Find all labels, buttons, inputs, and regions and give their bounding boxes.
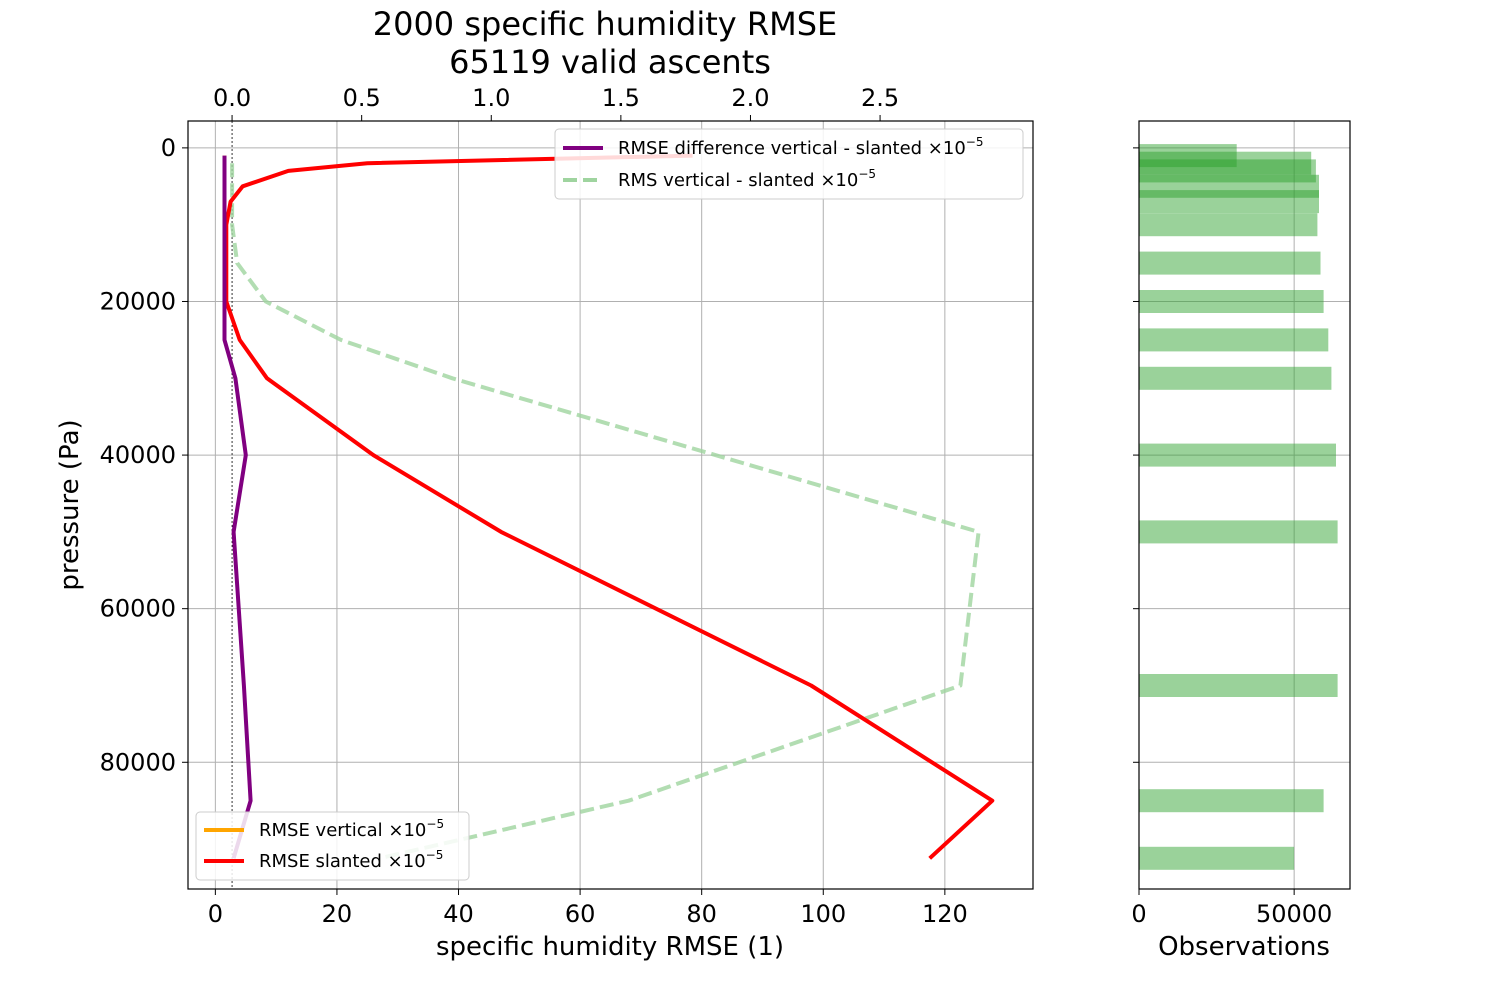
legend-label-vertical: RMSE vertical ×10−5 [259, 817, 444, 841]
main-y-ticks: 0 20000 40000 60000 80000 [100, 134, 188, 776]
legend-label-rms: RMS vertical - slanted ×10−5 [618, 167, 876, 191]
observation-bar [1139, 159, 1316, 183]
observations-plot: 0 50000 Observations [1131, 120, 1351, 962]
main-top-ticks: 0.0 0.5 1.0 1.5 2.0 2.5 [213, 84, 899, 121]
y-tick-label: 80000 [100, 748, 176, 776]
x-tick-label: 40 [443, 900, 474, 928]
obs-x-tick-label: 0 [1131, 900, 1146, 928]
observation-bar [1139, 290, 1324, 313]
observation-bar [1139, 151, 1312, 175]
main-plot-frame [187, 120, 1034, 890]
observation-bar [1139, 144, 1237, 168]
legend-box [195, 811, 470, 881]
observation-bar [1139, 520, 1338, 544]
observation-bar [1139, 328, 1329, 352]
main-series-lines [222, 153, 995, 861]
top-tick-label: 1.0 [472, 84, 510, 112]
observation-bar [1139, 366, 1332, 390]
legend-upper-right: RMSE difference vertical - slanted ×10−5… [554, 128, 1024, 200]
y-tick-label: 60000 [100, 595, 176, 623]
legend-lower-left: RMSE vertical ×10−5 RMSE slanted ×10−5 [195, 811, 470, 881]
x-tick-label: 0 [208, 900, 223, 928]
series-line-2 [222, 155, 253, 859]
y-tick-label: 40000 [100, 441, 176, 469]
legend-label-slanted: RMSE slanted ×10−5 [259, 848, 443, 872]
observations-bars [1139, 144, 1338, 870]
top-tick-label: 0.5 [343, 84, 381, 112]
observation-bar [1139, 190, 1319, 214]
main-x-axis-title: specific humidity RMSE (1) [436, 932, 784, 962]
x-tick-label: 60 [565, 900, 596, 928]
y-tick-label: 20000 [100, 287, 176, 315]
observation-bar [1139, 789, 1324, 813]
observations-y-ticks [1133, 147, 1139, 763]
observation-bar [1139, 174, 1319, 198]
top-tick-label: 2.0 [731, 84, 769, 112]
legend-box [554, 128, 1024, 200]
chart-title: 2000 specific humidity RMSE [373, 5, 838, 43]
main-x-ticks: 0 20 40 60 80 100 120 [208, 889, 968, 928]
observation-bar [1139, 251, 1321, 275]
main-y-axis-title: pressure (Pa) [55, 419, 85, 590]
x-tick-label: 20 [322, 900, 353, 928]
main-plot: 0 20 40 60 80 100 120 0 20000 40000 60000 80000 0.… [55, 84, 1034, 962]
x-tick-label: 80 [686, 900, 717, 928]
x-tick-label: 120 [922, 900, 968, 928]
observation-bar [1139, 213, 1318, 237]
top-tick-label: 1.5 [602, 84, 640, 112]
observations-x-axis-title: Observations [1158, 932, 1330, 962]
series-line-3 [230, 163, 981, 861]
observation-bar [1139, 846, 1295, 870]
observation-bar [1139, 443, 1336, 467]
observations-x-ticks: 0 50000 [1131, 889, 1332, 928]
chart-subtitle: 65119 valid ascents [449, 43, 771, 81]
top-tick-label: 2.5 [861, 84, 899, 112]
obs-x-tick-label: 50000 [1256, 900, 1332, 928]
legend-label-difference: RMSE difference vertical - slanted ×10−5 [618, 135, 983, 159]
x-tick-label: 100 [800, 900, 846, 928]
observations-plot-frame [1138, 120, 1351, 890]
observation-bar [1139, 674, 1338, 697]
top-tick-label: 0.0 [213, 84, 251, 112]
y-tick-label: 0 [161, 134, 176, 162]
